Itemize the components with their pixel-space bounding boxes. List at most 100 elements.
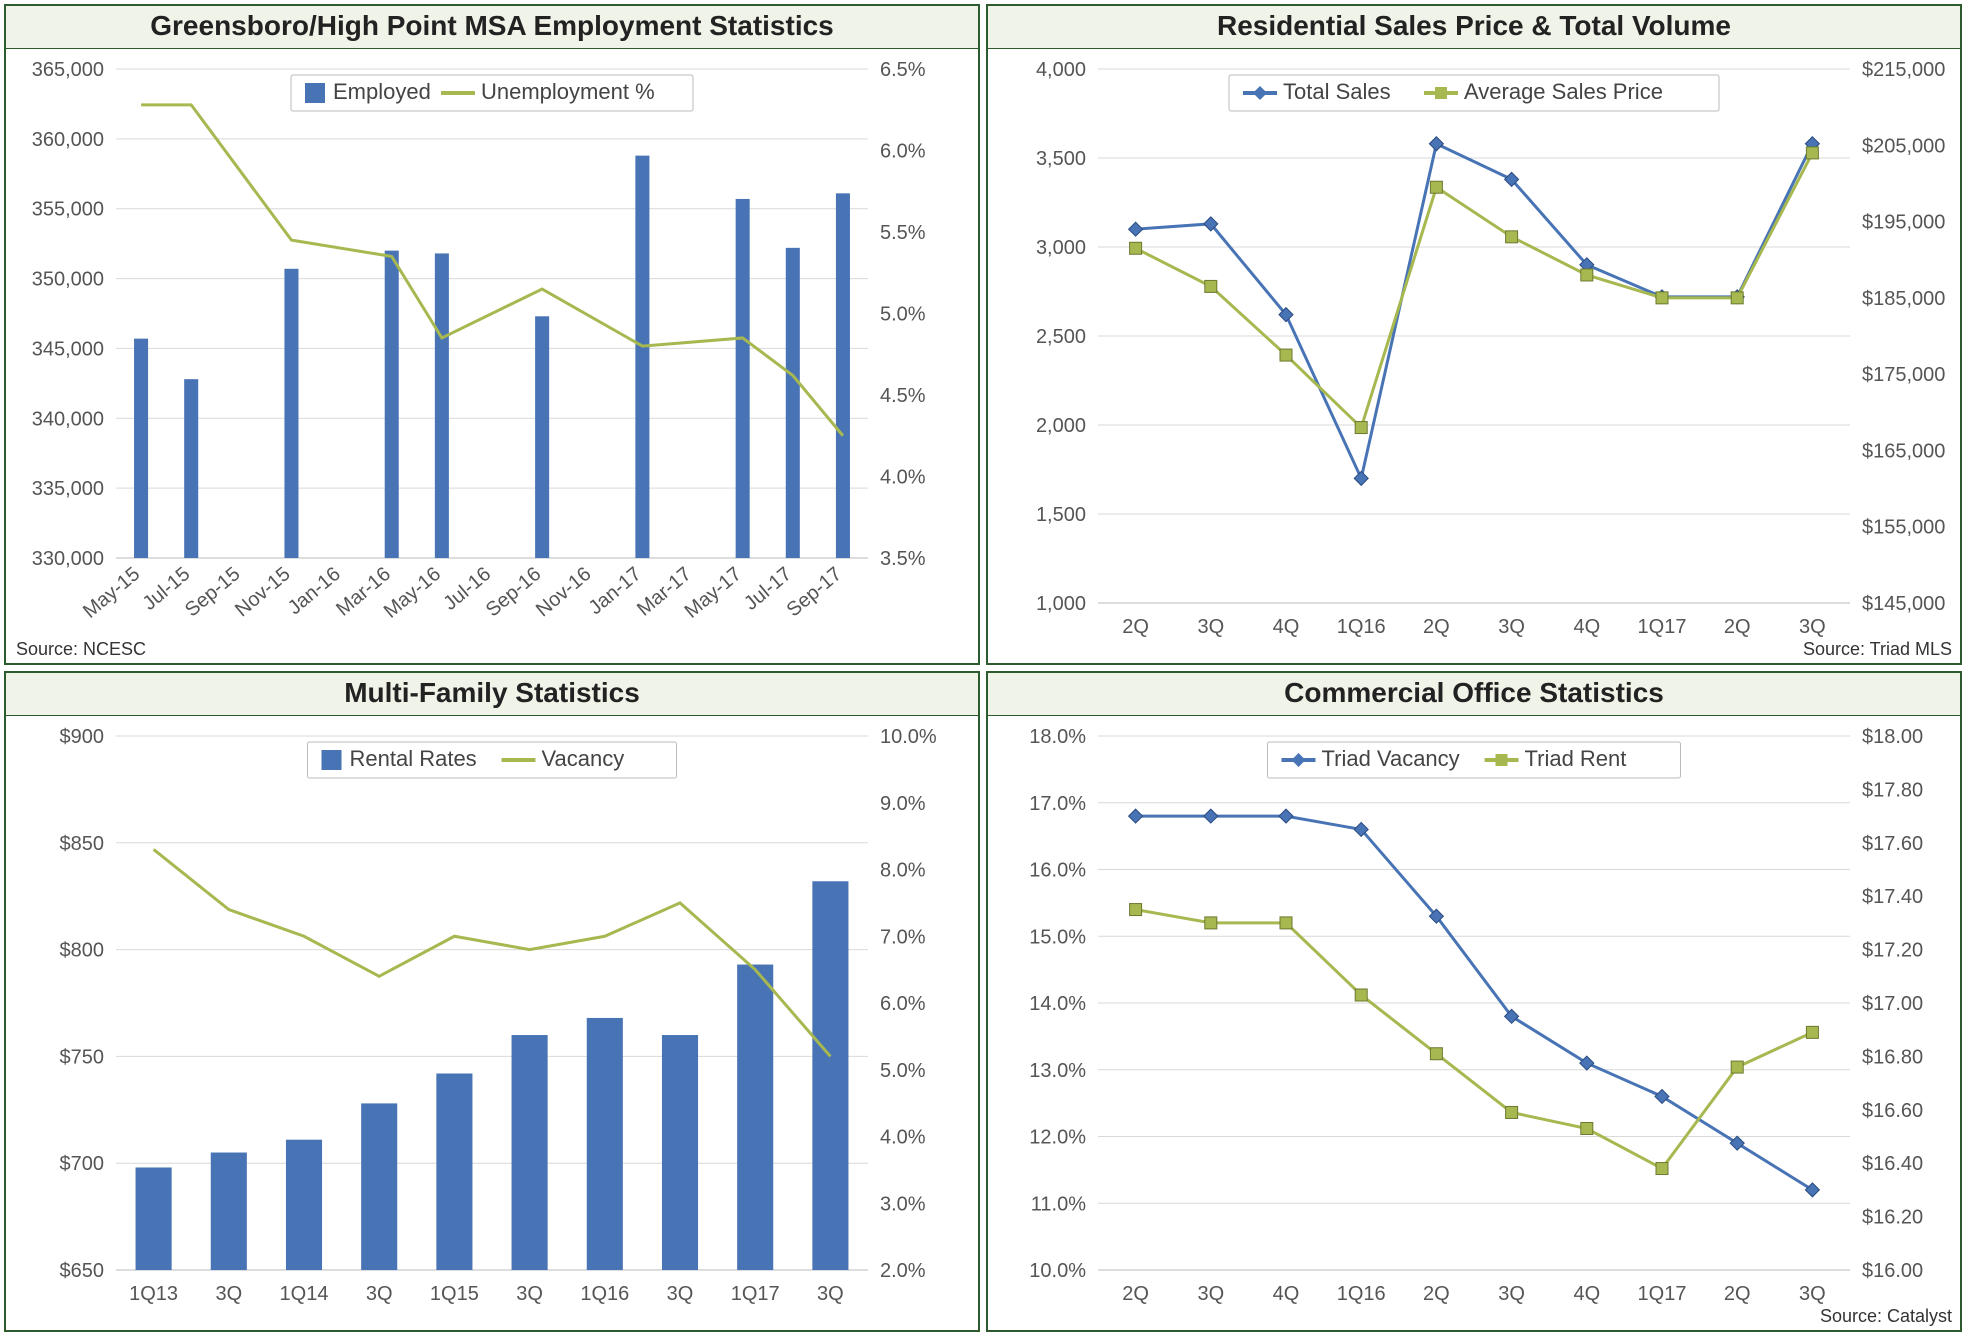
- square-marker: [1355, 989, 1367, 1001]
- svg-text:$175,000: $175,000: [1862, 364, 1945, 386]
- square-marker: [1130, 904, 1142, 916]
- svg-text:5.5%: 5.5%: [880, 222, 926, 244]
- svg-residential: 1,0001,5002,0002,5003,0003,5004,000$145,…: [988, 49, 1960, 663]
- svg-text:Nov-15: Nov-15: [231, 563, 295, 621]
- bar: [812, 881, 848, 1270]
- svg-text:6.0%: 6.0%: [880, 993, 926, 1015]
- svg-text:$850: $850: [60, 833, 105, 855]
- series-line: [1136, 153, 1813, 428]
- panel-office: Commercial Office Statistics 10.0%11.0%1…: [986, 671, 1962, 1332]
- legend: Rental Rates Vacancy: [308, 742, 677, 778]
- chart-office: 10.0%11.0%12.0%13.0%14.0%15.0%16.0%17.0%…: [988, 716, 1960, 1330]
- svg-text:6.5%: 6.5%: [880, 59, 926, 81]
- legend-label: Triad Rent: [1525, 746, 1627, 771]
- square-marker: [1205, 917, 1217, 929]
- svg-text:May-17: May-17: [681, 563, 746, 623]
- svg-text:$700: $700: [60, 1153, 105, 1175]
- square-marker: [1581, 269, 1593, 281]
- svg-text:1Q13: 1Q13: [129, 1283, 178, 1305]
- svg-text:$155,000: $155,000: [1862, 517, 1945, 539]
- svg-text:$900: $900: [60, 726, 105, 748]
- bar: [136, 1167, 172, 1270]
- svg-text:3Q: 3Q: [1799, 1283, 1826, 1305]
- svg-text:3Q: 3Q: [516, 1283, 543, 1305]
- svg-text:$17.80: $17.80: [1862, 779, 1923, 801]
- square-marker: [1806, 1026, 1818, 1038]
- bar: [361, 1103, 397, 1270]
- svg-text:$195,000: $195,000: [1862, 212, 1945, 234]
- svg-text:4.0%: 4.0%: [880, 1127, 926, 1149]
- svg-text:1,500: 1,500: [1036, 504, 1086, 526]
- square-marker: [1731, 292, 1743, 304]
- diamond-marker: [1580, 1056, 1594, 1070]
- svg-text:Nov-16: Nov-16: [532, 563, 596, 621]
- svg-text:3.0%: 3.0%: [880, 1193, 926, 1215]
- bar: [786, 248, 800, 558]
- legend-label: Triad Vacancy: [1322, 746, 1460, 771]
- bar: [385, 251, 399, 558]
- svg-text:$17.60: $17.60: [1862, 833, 1923, 855]
- svg-text:Jan-17: Jan-17: [585, 563, 646, 619]
- bar: [211, 1153, 247, 1270]
- square-marker: [1355, 422, 1367, 434]
- legend-label: Average Sales Price: [1464, 79, 1663, 104]
- svg-text:May-16: May-16: [380, 563, 445, 623]
- svg-text:4Q: 4Q: [1573, 616, 1600, 638]
- svg-text:1Q16: 1Q16: [1337, 616, 1386, 638]
- source-label: Source: NCESC: [16, 639, 146, 659]
- chart-residential: 1,0001,5002,0002,5003,0003,5004,000$145,…: [988, 49, 1960, 663]
- svg-multifamily: $650$700$750$800$850$9002.0%3.0%4.0%5.0%…: [6, 716, 978, 1330]
- panel-multifamily: Multi-Family Statistics $650$700$750$800…: [4, 671, 980, 1332]
- diamond-marker: [1129, 222, 1143, 236]
- svg-text:3,500: 3,500: [1036, 148, 1086, 170]
- svg-text:16.0%: 16.0%: [1029, 860, 1086, 882]
- diamond-marker: [1279, 809, 1293, 823]
- bar: [587, 1018, 623, 1270]
- panel-title-residential: Residential Sales Price & Total Volume: [988, 6, 1960, 49]
- legend-label: Rental Rates: [350, 746, 477, 771]
- panel-residential: Residential Sales Price & Total Volume 1…: [986, 4, 1962, 665]
- diamond-marker: [1204, 809, 1218, 823]
- svg-text:3.5%: 3.5%: [880, 548, 926, 570]
- svg-text:1Q16: 1Q16: [580, 1283, 629, 1305]
- square-marker: [1581, 1122, 1593, 1134]
- svg-text:4,000: 4,000: [1036, 59, 1086, 81]
- svg-text:$16.60: $16.60: [1862, 1100, 1923, 1122]
- svg-employment: 330,000335,000340,000345,000350,000355,0…: [6, 49, 978, 663]
- svg-text:$17.20: $17.20: [1862, 940, 1923, 962]
- svg-text:$145,000: $145,000: [1862, 593, 1945, 615]
- svg-text:$165,000: $165,000: [1862, 440, 1945, 462]
- svg-text:3Q: 3Q: [1799, 616, 1826, 638]
- bar: [737, 965, 773, 1270]
- svg-text:1Q17: 1Q17: [1638, 616, 1687, 638]
- svg-text:365,000: 365,000: [32, 59, 104, 81]
- svg-text:3Q: 3Q: [1197, 1283, 1224, 1305]
- svg-text:3Q: 3Q: [215, 1283, 242, 1305]
- bar: [635, 156, 649, 558]
- svg-text:11.0%: 11.0%: [1031, 1193, 1086, 1215]
- diamond-marker: [1429, 137, 1443, 151]
- square-marker: [1430, 181, 1442, 193]
- svg-text:$16.40: $16.40: [1862, 1153, 1923, 1175]
- square-marker: [1205, 280, 1217, 292]
- svg-text:2Q: 2Q: [1423, 1283, 1450, 1305]
- svg-text:340,000: 340,000: [32, 408, 104, 430]
- bar: [436, 1073, 472, 1270]
- svg-text:May-15: May-15: [79, 563, 144, 623]
- svg-text:2Q: 2Q: [1724, 1283, 1751, 1305]
- bar: [184, 379, 198, 558]
- diamond-marker: [1655, 1089, 1669, 1103]
- svg-text:3,000: 3,000: [1036, 237, 1086, 259]
- square-marker: [1656, 1163, 1668, 1175]
- svg-text:9.0%: 9.0%: [880, 793, 926, 815]
- legend: Triad Vacancy Triad Rent: [1268, 742, 1681, 778]
- line: [154, 849, 831, 1056]
- svg-text:8.0%: 8.0%: [880, 860, 926, 882]
- legend-label: Vacancy: [542, 746, 625, 771]
- legend-label: Total Sales: [1283, 79, 1391, 104]
- bar: [736, 199, 750, 558]
- square-marker: [1506, 231, 1518, 243]
- dashboard-grid: Greensboro/High Point MSA Employment Sta…: [4, 4, 1962, 1332]
- legend-label: Employed: [333, 79, 431, 104]
- svg-text:3Q: 3Q: [1498, 1283, 1525, 1305]
